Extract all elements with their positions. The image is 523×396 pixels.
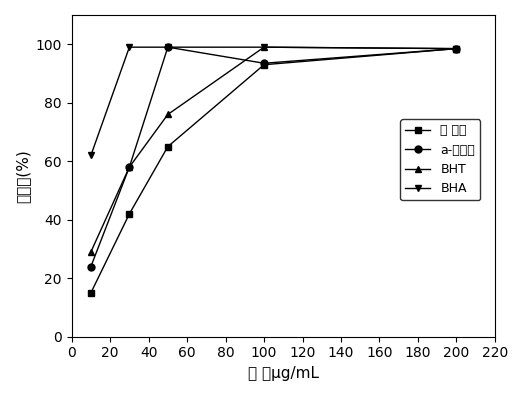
a-生育酚 — [88, 264, 94, 269]
Line: BHA: BHA — [87, 44, 460, 159]
BHA — [453, 46, 460, 51]
Line: 总 多酚: 总 多酚 — [87, 45, 460, 296]
a-生育酚 — [453, 46, 460, 51]
BHT — [88, 249, 94, 254]
X-axis label: 浓 度μg/mL: 浓 度μg/mL — [248, 366, 319, 381]
Line: a-生育酚: a-生育酚 — [87, 44, 460, 270]
BHA — [126, 45, 132, 50]
BHT — [261, 45, 267, 50]
Line: BHT: BHT — [87, 44, 460, 255]
BHA — [261, 45, 267, 50]
BHT — [453, 46, 460, 51]
总 多酚 — [453, 46, 460, 51]
总 多酚 — [88, 291, 94, 295]
Legend: 总 多酚, a-生育酚, BHT, BHA: 总 多酚, a-生育酚, BHT, BHA — [401, 120, 480, 200]
总 多酚 — [261, 62, 267, 67]
BHA — [165, 45, 171, 50]
a-生育酚 — [126, 165, 132, 169]
Y-axis label: 清除率(%): 清除率(%) — [15, 149, 30, 203]
总 多酚 — [126, 211, 132, 216]
BHT — [126, 165, 132, 169]
BHT — [165, 112, 171, 117]
BHA — [88, 153, 94, 158]
总 多酚 — [165, 144, 171, 149]
a-生育酚 — [165, 45, 171, 50]
a-生育酚 — [261, 61, 267, 66]
